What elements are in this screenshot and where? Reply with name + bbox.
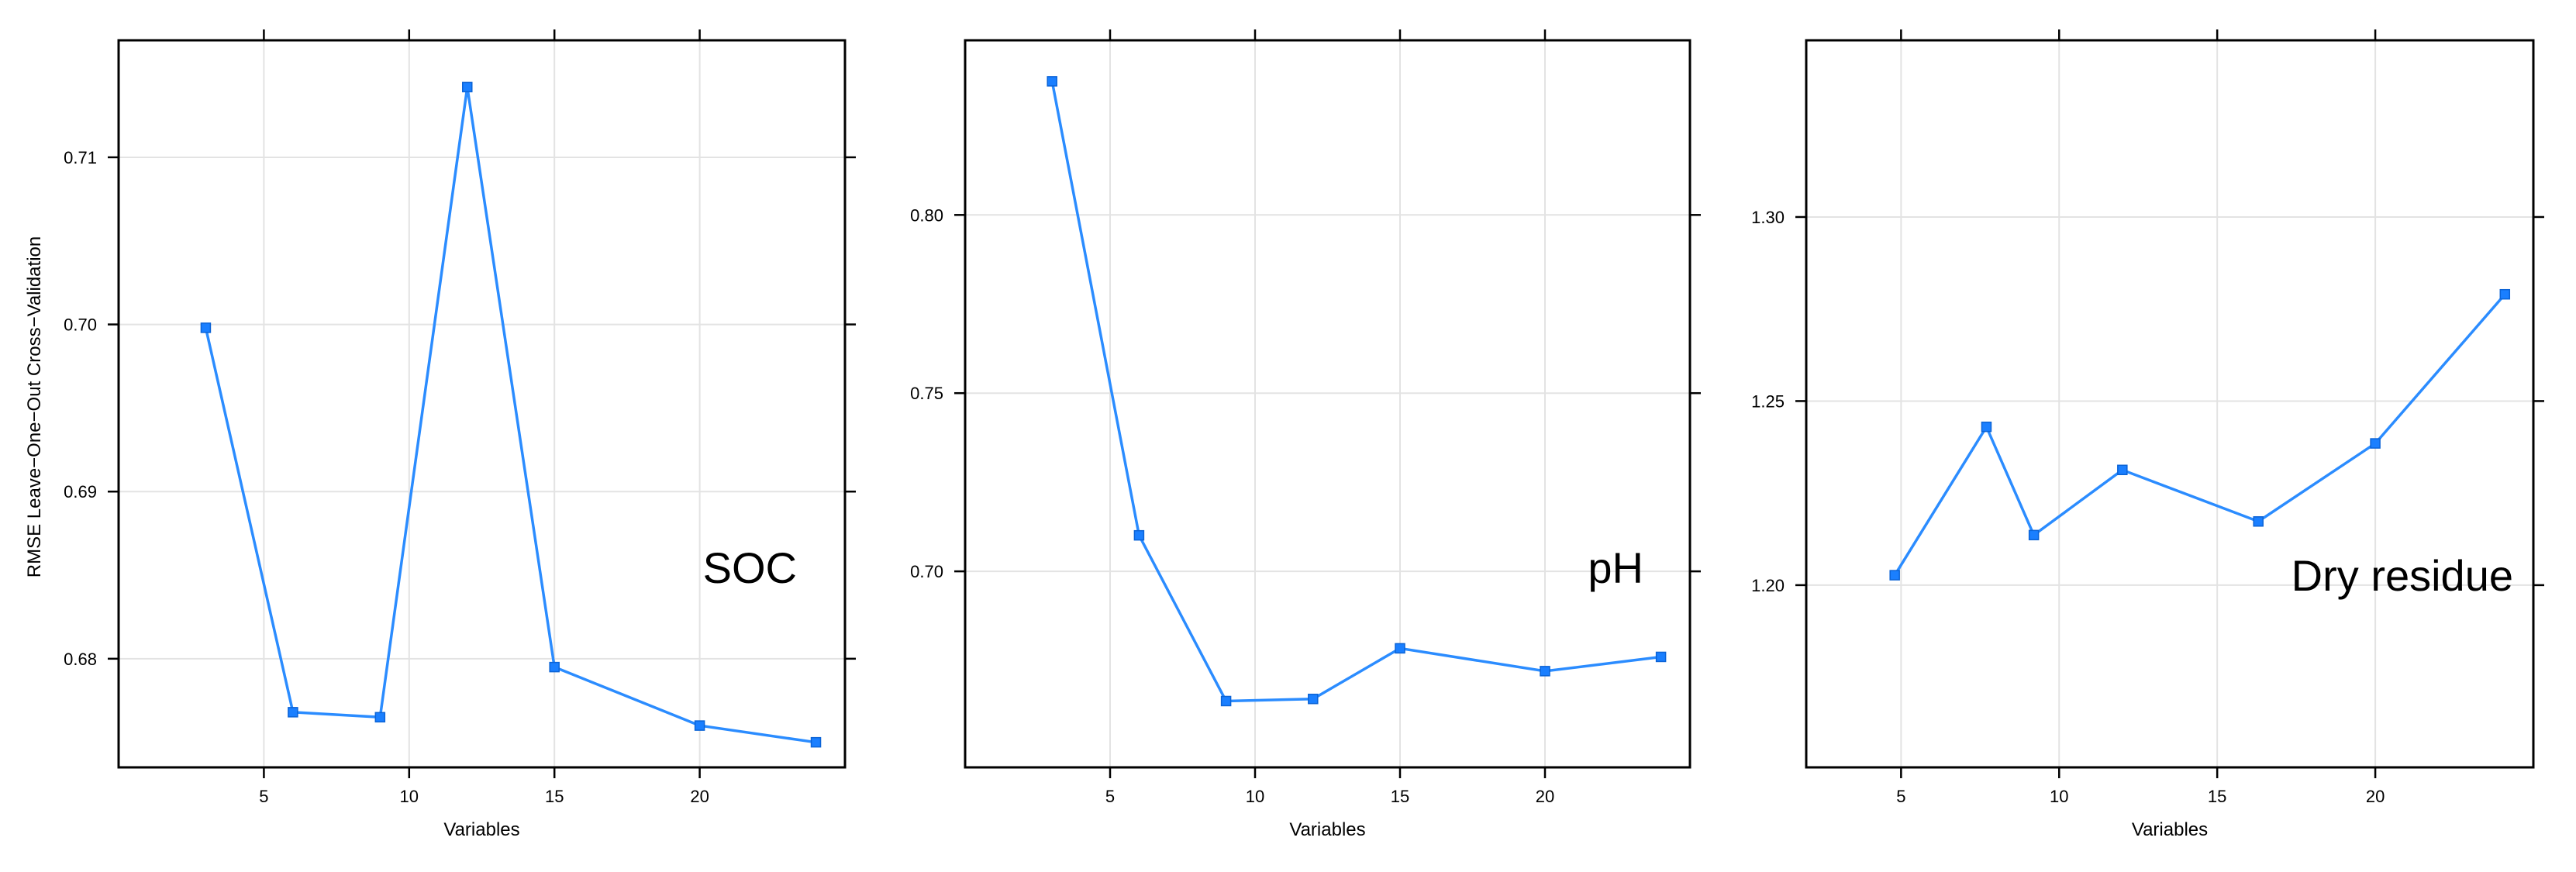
plot-frame: [964, 39, 1691, 769]
chart-panel-3: 5 10 15 20 1.20 1.25 1.30 Variables Dry residue: [1751, 29, 2544, 840]
series-line: [204, 87, 816, 744]
x-axis-title: Variables: [443, 819, 519, 840]
data-point: [374, 712, 386, 723]
data-point: [1220, 695, 1232, 707]
data-point: [2117, 464, 2128, 476]
plot-frame: [1805, 39, 2535, 769]
data-point: [549, 661, 560, 673]
y-tick-label: 1.20: [1751, 576, 1785, 595]
x-axis-title: Variables: [2132, 819, 2208, 840]
panel-label: pH: [1588, 543, 1643, 592]
data-point: [2499, 288, 2511, 300]
chart-panels: 5 10 15 20 0.68 0.69 0.70 0.71 Variables SOC 5 10 15…: [64, 29, 2544, 840]
x-tick-label: 10: [2050, 787, 2068, 806]
y-axis-title: RMSE Leave−One−Out Cross−Validation: [24, 236, 45, 577]
chart-panel-2: 5 10 15 20 0.70 0.75 0.80 Variables pH: [910, 29, 1701, 840]
data-point: [200, 322, 212, 333]
data-point: [1655, 651, 1667, 663]
y-tick-label: 1.25: [1751, 391, 1785, 411]
y-tick-label: 0.69: [64, 482, 97, 501]
data-point: [1981, 421, 1992, 433]
data-point: [2370, 438, 2381, 449]
data-point: [288, 707, 298, 718]
data-point: [1308, 693, 1319, 705]
data-point: [1395, 643, 1405, 654]
x-tick-label: 5: [1896, 787, 1905, 806]
y-tick-label: 0.71: [64, 148, 97, 167]
x-tick-label: 20: [1536, 787, 1554, 806]
data-point: [2253, 515, 2264, 527]
data-point: [1047, 76, 1057, 87]
chart-panel-1: 5 10 15 20 0.68 0.69 0.70 0.71 Variables SOC: [64, 29, 856, 840]
plot-frame: [117, 39, 847, 769]
x-tick-label: 15: [545, 787, 564, 806]
panel-label: SOC: [703, 543, 797, 592]
x-tick-label: 15: [1391, 787, 1409, 806]
data-point: [694, 720, 705, 731]
data-point: [1889, 570, 1900, 581]
y-tick-label: 1.30: [1751, 208, 1785, 227]
data-point: [1133, 529, 1145, 541]
x-tick-label: 5: [259, 787, 268, 806]
x-tick-label: 5: [1105, 787, 1115, 806]
y-tick-label: 0.75: [910, 384, 943, 403]
data-point: [1540, 666, 1550, 677]
data-point: [2028, 529, 2040, 541]
x-axis-title: Variables: [1289, 819, 1365, 840]
x-tick-label: 10: [400, 787, 419, 806]
y-tick-label: 0.70: [910, 562, 943, 581]
series-line: [1893, 293, 2506, 577]
x-tick-label: 20: [690, 787, 709, 806]
x-tick-label: 20: [2366, 787, 2385, 806]
y-tick-label: 0.80: [910, 205, 943, 225]
x-tick-label: 10: [1246, 787, 1264, 806]
x-tick-label: 15: [2208, 787, 2226, 806]
y-tick-label: 0.68: [64, 650, 97, 669]
data-point: [810, 736, 822, 748]
data-point: [462, 81, 473, 93]
panel-label: Dry residue: [2292, 551, 2513, 600]
y-tick-label: 0.70: [64, 315, 97, 335]
series-line: [1050, 81, 1661, 703]
